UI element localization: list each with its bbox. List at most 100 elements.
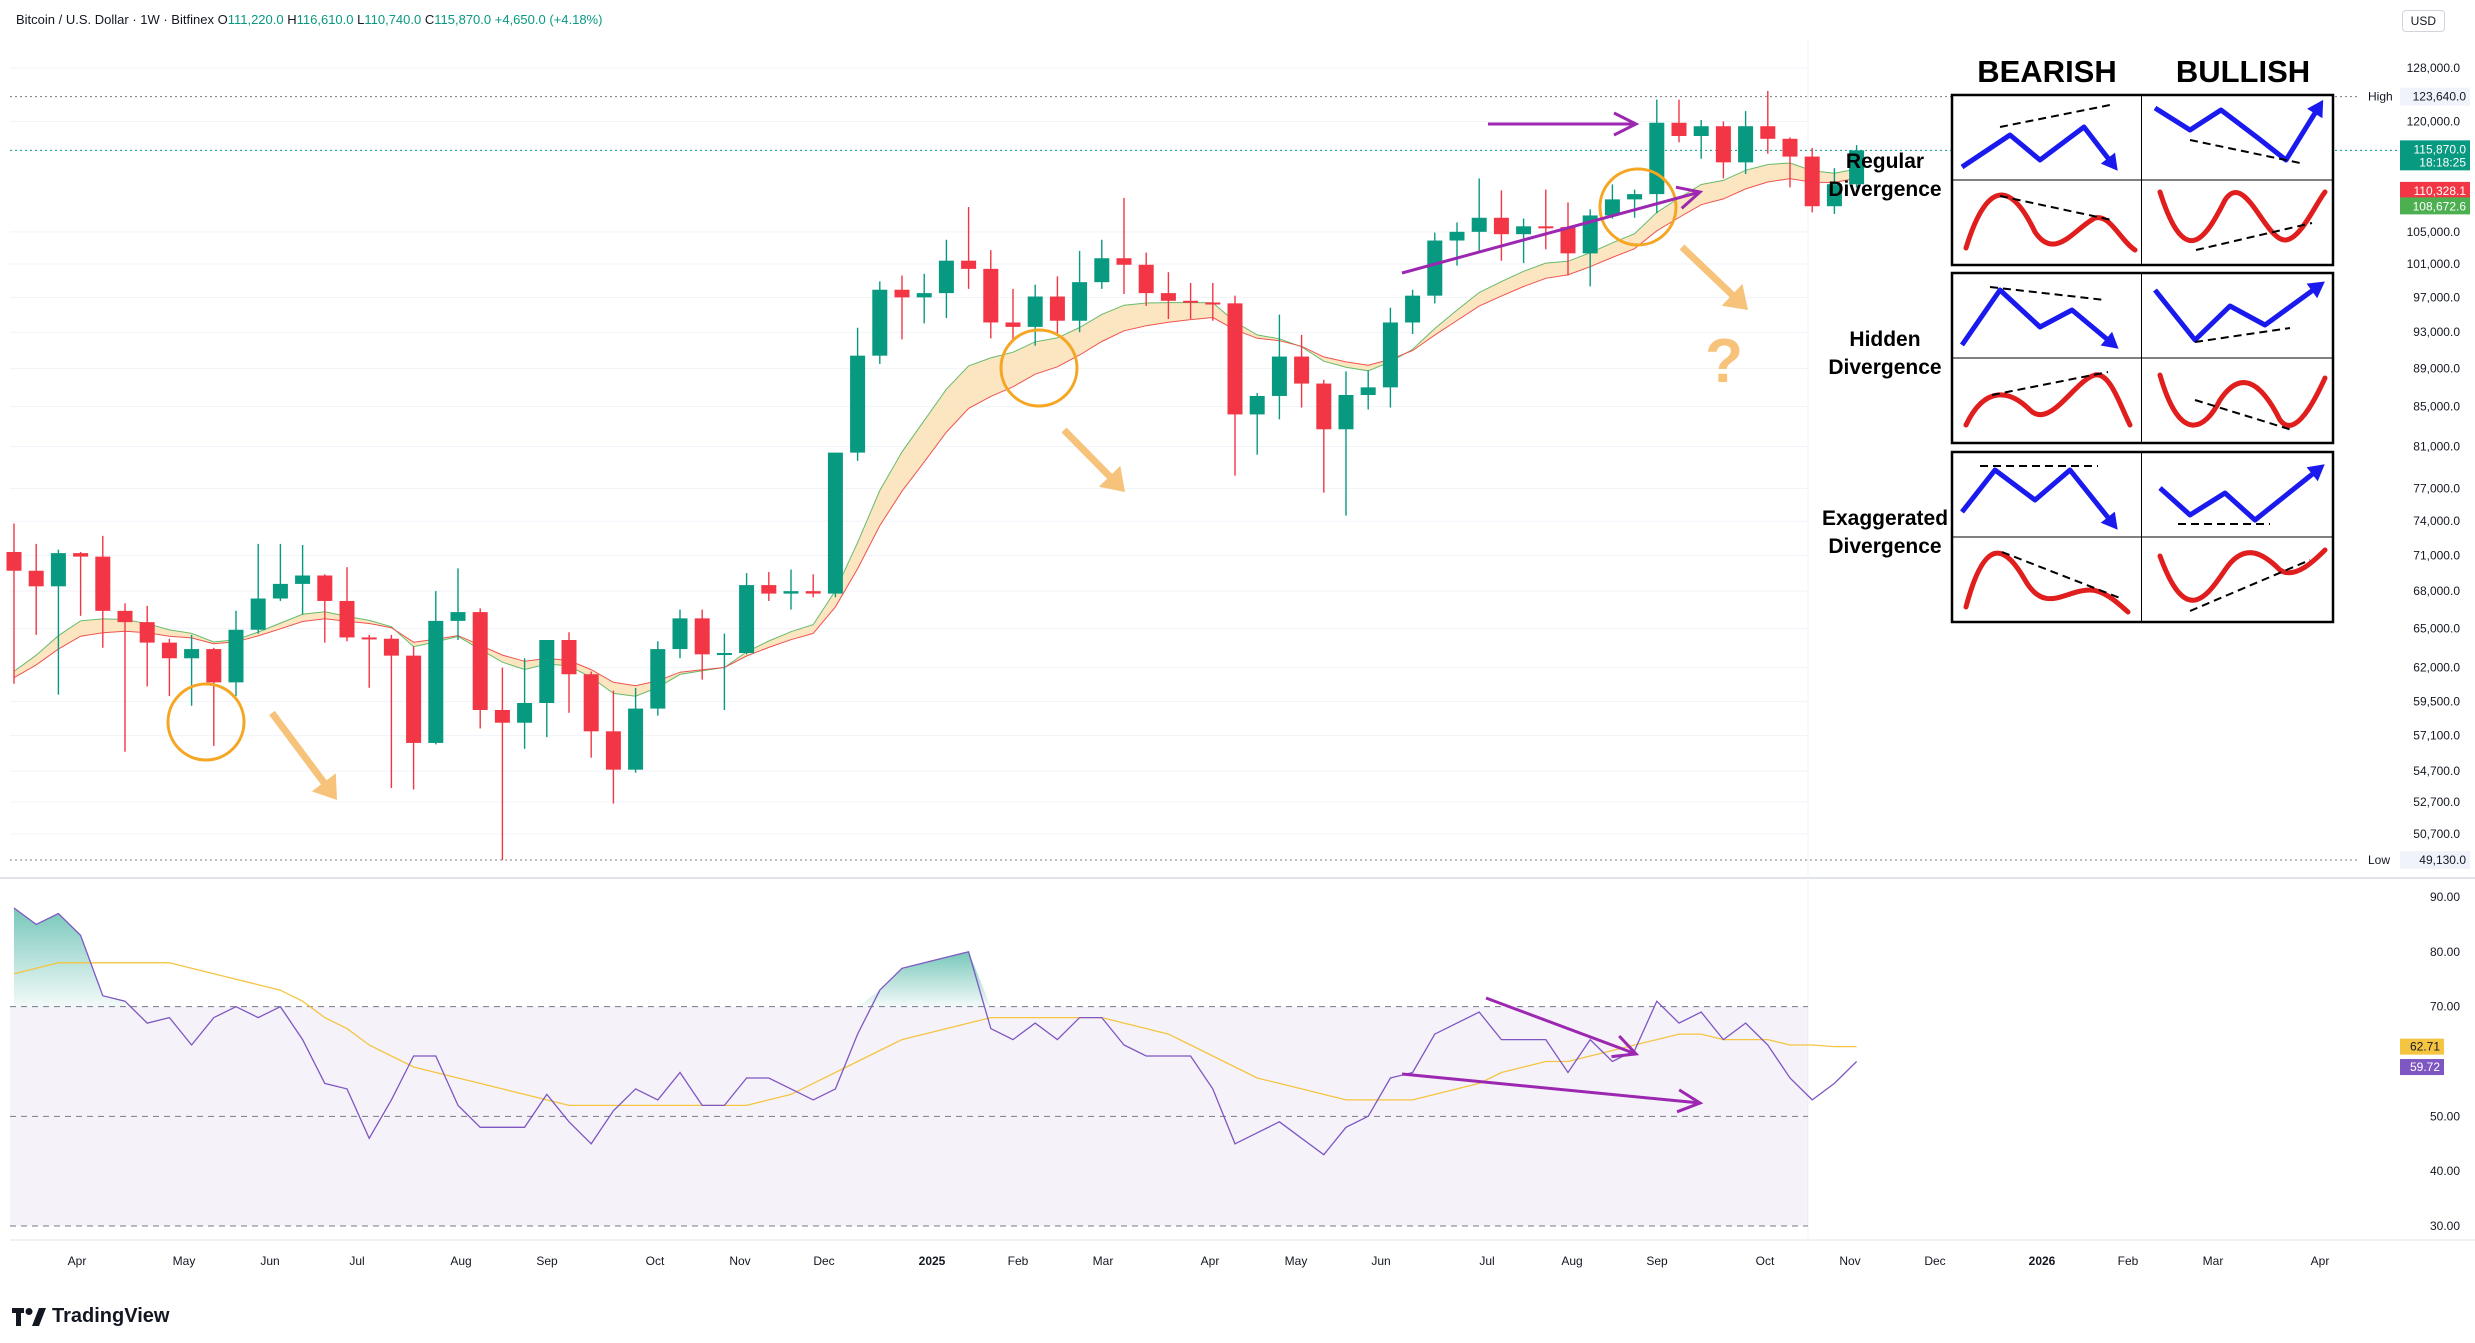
candle-body (561, 640, 577, 675)
time-axis-label: Aug (450, 1254, 471, 1268)
candle-body (50, 553, 66, 587)
tradingview-logo-text: TradingView (52, 1305, 170, 1327)
candle-body (1649, 122, 1665, 195)
candle-body (517, 702, 533, 723)
candle-body (117, 610, 133, 623)
candle-body (1405, 295, 1421, 323)
sketch-trendline (2189, 559, 2311, 612)
candle-body (1516, 226, 1532, 235)
candle-body (406, 655, 422, 743)
sketch-regular-bullish-rsi (2157, 189, 2328, 244)
time-axis-label: May (173, 1254, 196, 1268)
price-marker-box (2400, 197, 2470, 215)
price-tick-label: 65,000.0 (2413, 621, 2460, 635)
candle-body (938, 260, 954, 294)
candle-body (1427, 240, 1443, 296)
price-tick-label: 81,000.0 (2413, 439, 2460, 453)
candle-body (1316, 383, 1332, 430)
ma-cloud (14, 163, 1857, 697)
price-marker-box (2400, 140, 2470, 171)
time-axis-label: Dec (1924, 1254, 1945, 1268)
candle-body (383, 638, 399, 656)
price-tick-label: 68,000.0 (2413, 584, 2460, 598)
price-marker-box (2400, 181, 2470, 199)
time-axis-label: Feb (1008, 1254, 1029, 1268)
price-tick-label: 50,700.0 (2413, 827, 2460, 841)
question-mark: ? (1705, 327, 1743, 396)
candle-body (1183, 300, 1199, 303)
rsi-marker (2400, 1059, 2444, 1076)
change-value: +4,650.0 (+4.18%) (494, 12, 603, 27)
orange-arrow (1061, 427, 1125, 492)
rsi-marker-value: 59.72 (2410, 1060, 2440, 1074)
time-axis-label: Nov (729, 1254, 750, 1268)
sketch-trendline (2195, 222, 2313, 251)
sketch-trendline (1989, 286, 2106, 301)
candle-body (1227, 303, 1243, 415)
panel-row-exaggerated-label: Exaggerated Divergence (1822, 507, 1948, 558)
currency-selector[interactable]: USD (2401, 10, 2445, 32)
sketch-regular-bearish-rsi (1963, 192, 2138, 253)
candle-body (1249, 395, 1265, 415)
price-tick-label: 74,000.0 (2413, 514, 2460, 528)
candle-body (1160, 293, 1176, 301)
candle-body (28, 570, 44, 587)
candle-body (1360, 387, 1376, 396)
candle-body (450, 612, 466, 621)
candle-body (894, 289, 910, 298)
rsi-ma-marker-value: 62.71 (2410, 1040, 2440, 1054)
high-label: High (2368, 90, 2393, 104)
time-axis-label: May (1285, 1254, 1308, 1268)
sketch-exaggerated-bearish-price-head (2100, 511, 2118, 530)
tradingview-logo[interactable]: TradingView (12, 1305, 169, 1328)
candle-body (1782, 138, 1798, 157)
candle-body (272, 583, 288, 599)
sketch-exaggerated-bearish-rsi (1963, 550, 2131, 615)
rsi-ma-marker (2400, 1038, 2444, 1055)
candle-body (1849, 150, 1865, 185)
candle-body (250, 598, 266, 630)
sketch-hidden-bearish-price (1959, 287, 2116, 347)
candle-body (1094, 258, 1110, 283)
close-label: C (424, 12, 435, 27)
candle-body (1538, 226, 1554, 229)
low-label: L (357, 12, 365, 27)
sketch-exaggerated-bearish-price (1960, 467, 2116, 527)
time-axis-label: Aug (1561, 1254, 1582, 1268)
candle-body (184, 649, 200, 659)
time-axis-label: 2026 (2029, 1254, 2056, 1268)
time-axis-label: Sep (1646, 1254, 1668, 1268)
price-marker-value: 110,328.1 (2414, 184, 2467, 198)
high-value: 123,640.0 (2413, 90, 2467, 104)
tradingview-logo-icon (12, 1307, 46, 1326)
rsi-tick-label: 50.00 (2430, 1109, 2460, 1123)
time-axis-label: Jul (349, 1254, 364, 1268)
candle-body (1604, 199, 1620, 216)
sketch-regular-bullish-price (2153, 103, 2323, 163)
price-tick-label: 77,000.0 (2413, 481, 2460, 495)
candle-body (1027, 296, 1043, 327)
candle-body (1493, 217, 1509, 235)
chart-canvas[interactable]: 128,000.0 120,000.0 105,000.0 101,000.0 97,0… (0, 0, 2475, 1300)
time-axis-label: Oct (1756, 1254, 1775, 1268)
sketch-trendline (2194, 399, 2293, 431)
purple-arrow-head (1611, 1034, 1640, 1059)
candle-body (650, 649, 666, 709)
candle-body (1582, 215, 1598, 254)
candle-body (739, 585, 755, 654)
orange-arrow (269, 710, 337, 800)
candle-body (295, 575, 311, 584)
candle-body (494, 709, 510, 723)
candle-body (361, 637, 377, 640)
candle-body (1760, 126, 1776, 139)
price-tick-label: 71,000.0 (2413, 548, 2460, 562)
time-axis-label: Sep (536, 1254, 558, 1268)
low-value-box (2400, 851, 2470, 869)
price-tick-label: 54,700.0 (2413, 764, 2460, 778)
panel-row-hidden-label: Hidden Divergence (1828, 328, 1941, 379)
time-axis-label: Nov (1839, 1254, 1860, 1268)
price-marker-value: 108,672.6 (2413, 199, 2467, 213)
candle-body (1072, 282, 1088, 321)
price-tick-label: 101,000.0 (2407, 257, 2461, 271)
sketch-hidden-bullish-price (2153, 282, 2322, 343)
